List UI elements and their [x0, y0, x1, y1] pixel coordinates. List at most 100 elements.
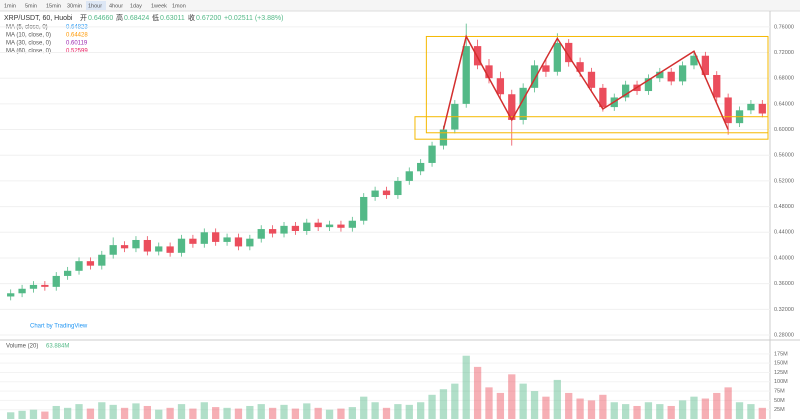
- candle-body: [234, 237, 243, 247]
- volume-bar: [189, 408, 197, 419]
- interval-button[interactable]: 30min: [67, 3, 82, 9]
- volume-bar: [758, 407, 766, 419]
- volume-bar: [63, 407, 72, 419]
- candle-body: [63, 270, 72, 276]
- volume-bar: [610, 402, 618, 419]
- candle-body: [656, 71, 664, 79]
- ohlc-label: 开: [80, 14, 87, 22]
- candle-body: [223, 237, 231, 242]
- candle-body: [405, 171, 413, 181]
- volume-bar: [599, 394, 607, 419]
- volume-bar: [200, 402, 208, 419]
- volume-bar: [75, 404, 83, 419]
- y-tick-label: 0.64000: [774, 101, 794, 107]
- watermark: Chart by TradingView: [30, 324, 88, 330]
- candle-body: [212, 232, 220, 242]
- volume-bar: [337, 408, 345, 419]
- ohlc-value: 0.64660: [88, 15, 113, 22]
- pattern-line: [442, 34, 729, 130]
- volume-bar: [132, 403, 140, 419]
- candle-body: [519, 87, 527, 120]
- toolbar: [0, 0, 800, 11]
- interval-button[interactable]: 1hour: [88, 3, 102, 9]
- candle-body: [314, 222, 322, 228]
- candle-body: [41, 284, 49, 287]
- range-box: [425, 35, 769, 134]
- candle-body: [622, 84, 630, 98]
- y-tick-label: 0.56000: [774, 153, 794, 159]
- ohlc-label: 收: [188, 13, 195, 22]
- interval-button[interactable]: 15min: [46, 3, 61, 9]
- y-tick-label: 0.52000: [774, 178, 794, 184]
- candle-body: [508, 94, 516, 120]
- candle-body: [143, 239, 151, 252]
- candle-body: [360, 196, 368, 221]
- volume-bar: [291, 408, 300, 419]
- volume-bar: [644, 402, 653, 419]
- volume-bar: [120, 407, 129, 419]
- volume-bar: [735, 402, 744, 419]
- candle-body: [394, 180, 402, 196]
- candle-body: [337, 224, 345, 228]
- candle-body: [177, 238, 186, 253]
- volume-bar: [576, 398, 584, 419]
- volume-bar: [405, 404, 413, 419]
- y-tick-label: 0.28000: [774, 332, 794, 338]
- candle-body: [348, 220, 356, 228]
- volume-bar: [212, 407, 220, 419]
- candle-body: [747, 103, 755, 111]
- volume-bar: [530, 391, 539, 419]
- candle-body: [303, 222, 311, 231]
- volume-bar: [268, 407, 277, 419]
- y-tick-label: 0.40000: [774, 255, 794, 261]
- candle-body: [565, 42, 573, 63]
- volume-bar: [371, 402, 379, 419]
- indicator-name: MA (10, close, 0): [6, 33, 51, 39]
- volume-bar: [473, 366, 482, 419]
- volume-bar: [519, 383, 527, 419]
- ohlc-label: 高: [116, 13, 123, 22]
- candle-body: [667, 71, 675, 82]
- candle-body: [52, 275, 60, 287]
- volume-bar: [303, 403, 311, 419]
- candle-body: [542, 65, 550, 72]
- interval-button[interactable]: 1mon: [172, 3, 186, 9]
- interval-button[interactable]: 1week: [151, 3, 167, 9]
- volume-bar: [553, 379, 561, 419]
- volume-bar: [234, 408, 243, 419]
- candle-body: [246, 238, 254, 247]
- candle-body: [29, 284, 38, 289]
- volume-bar: [428, 394, 436, 419]
- candle-body: [690, 55, 698, 66]
- indicator-value: 0.52599: [66, 49, 88, 55]
- ohlc-value: 0.67200: [196, 15, 221, 22]
- volume-title: Volume (20): [6, 344, 38, 350]
- candle-body: [428, 145, 436, 163]
- candle-body: [462, 46, 470, 104]
- candle-body: [132, 239, 140, 249]
- volume-bar: [439, 389, 448, 419]
- candle-body: [530, 65, 539, 88]
- volume-bar: [155, 409, 163, 419]
- volume-bar: [690, 396, 698, 419]
- volume-bar: [143, 405, 151, 419]
- volume-tick-label: 25M: [774, 407, 785, 413]
- indicator-name: MA (30, close, 0): [6, 41, 51, 47]
- candle-body: [496, 78, 505, 95]
- volume-bar: [451, 383, 459, 419]
- interval-button[interactable]: 1day: [130, 3, 142, 9]
- volume-bar: [417, 402, 425, 419]
- ohlc-label: 低: [152, 13, 159, 22]
- volume-bar: [325, 409, 334, 419]
- candle-body: [155, 246, 163, 252]
- volume-bar: [29, 409, 38, 419]
- candle-body: [257, 229, 265, 239]
- volume-bar: [394, 404, 402, 419]
- interval-button[interactable]: 4hour: [109, 3, 123, 9]
- interval-button[interactable]: 1min: [4, 3, 16, 9]
- interval-button[interactable]: 5min: [25, 3, 37, 9]
- y-tick-label: 0.72000: [774, 50, 794, 56]
- volume-tick-label: 100M: [774, 379, 788, 385]
- indicator-name: MA (5, close, 0): [6, 25, 48, 31]
- volume-bar: [166, 407, 174, 419]
